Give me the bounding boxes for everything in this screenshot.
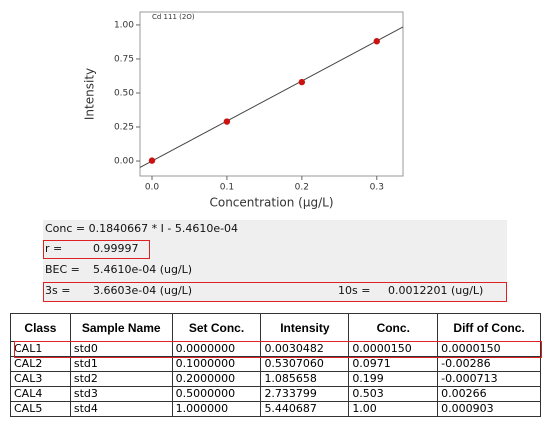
cell: std4: [69, 401, 173, 417]
cell: std2: [69, 371, 173, 387]
equation: Conc = 0.1840667 * I - 5.4610e-04: [45, 222, 239, 235]
cell: std1: [69, 356, 173, 372]
header-cell: Intensity: [260, 313, 350, 342]
plot-title: Cd 111 (2O): [152, 13, 195, 21]
header-cell: Diff of Conc.: [437, 313, 541, 342]
stats-panel: Conc = 0.1840667 * I - 5.4610e-04 r = 0.…: [43, 220, 507, 302]
data-row: CAL2 std1 0.1000000 0.5307060 0.0971 -0.00286: [10, 356, 541, 372]
data-row: CAL4 std3 0.5000000 2.733799 0.503 0.00266: [10, 386, 541, 402]
s10-value: 0.0012201 (ug/L): [388, 284, 484, 297]
cell: 0.00266: [437, 386, 541, 402]
chart: 0.00 0.25 0.50 0.75 1.00 0.0 0.1 0.2 0.3 Cd 111 (…: [83, 11, 404, 210]
data-row: CAL5 std4 1.000000 5.440687 1.00 0.000903: [10, 401, 541, 417]
cell: 1.00: [348, 401, 439, 417]
cell: 0.5000000: [171, 386, 262, 402]
y-tick-label: 0.25: [114, 123, 134, 133]
bec-value: 5.4610e-04 (ug/L): [93, 263, 193, 276]
highlight-box: [43, 282, 507, 302]
bec-label: BEC =: [45, 263, 80, 276]
cell: 0.2000000: [171, 371, 262, 387]
header-cell: Conc.: [348, 313, 439, 342]
data-row: CAL3 std2 0.2000000 1.085658 0.199 -0.000713: [10, 371, 541, 387]
cell: 2.733799: [260, 386, 350, 402]
x-tick-label: 0.0: [145, 183, 160, 193]
header-cell: Sample Name: [69, 313, 173, 342]
cell: 0.000903: [437, 401, 541, 417]
data-point: [298, 78, 306, 86]
cell: -0.00286: [437, 356, 541, 372]
highlight-box: [43, 240, 150, 259]
cell: CAL1: [10, 341, 71, 357]
cell: CAL5: [10, 401, 71, 417]
fit-line: [139, 26, 404, 168]
cell: 1.000000: [171, 401, 262, 417]
y-tick-label: 1.00: [114, 20, 134, 30]
cell: -0.000713: [437, 371, 541, 387]
x-tick-label: 0.3: [370, 183, 384, 193]
cell: 0.0000150: [437, 341, 541, 357]
data-point: [223, 118, 231, 125]
cell: std3: [69, 386, 173, 402]
header-cell: Set Conc.: [171, 313, 262, 342]
y-axis-label: Intensity: [83, 68, 97, 120]
r-value: 0.99997: [93, 242, 139, 255]
cell: 0.503: [348, 386, 439, 402]
x-tick-label: 0.1: [220, 183, 234, 193]
cell: 5.440687: [260, 401, 350, 417]
cell: 0.1000000: [171, 356, 262, 372]
plot-area: [139, 11, 404, 177]
cell: 0.0971: [348, 356, 439, 372]
s10-label: 10s =: [338, 284, 371, 297]
y-tick-label: 0.50: [114, 88, 134, 98]
cell: CAL3: [10, 371, 71, 387]
cell: 0.0000150: [348, 341, 439, 357]
r-label: r =: [45, 242, 63, 255]
x-tick-label: 0.2: [295, 183, 309, 193]
s3-value: 3.6603e-04 (ug/L): [93, 284, 193, 297]
results-table: Class Sample Name Set Conc. Intensity Conc. D…: [10, 313, 541, 417]
y-tick-label: 0.75: [114, 54, 134, 64]
data-point: [373, 38, 380, 45]
cell: 0.199: [348, 371, 439, 387]
cell: 0.5307060: [260, 356, 350, 372]
data-point: [148, 157, 156, 164]
cell: 1.085658: [260, 371, 350, 387]
cell: CAL2: [10, 356, 71, 372]
header-cell: Class: [10, 313, 71, 342]
y-tick-label: 0.00: [114, 157, 134, 167]
header-row: Class Sample Name Set Conc. Intensity Conc. D…: [10, 313, 541, 342]
x-axis-label: Concentration (μg/L): [209, 196, 333, 210]
cell: CAL4: [10, 386, 71, 402]
s3-label: 3s =: [45, 284, 71, 297]
highlight-box: [14, 341, 542, 358]
